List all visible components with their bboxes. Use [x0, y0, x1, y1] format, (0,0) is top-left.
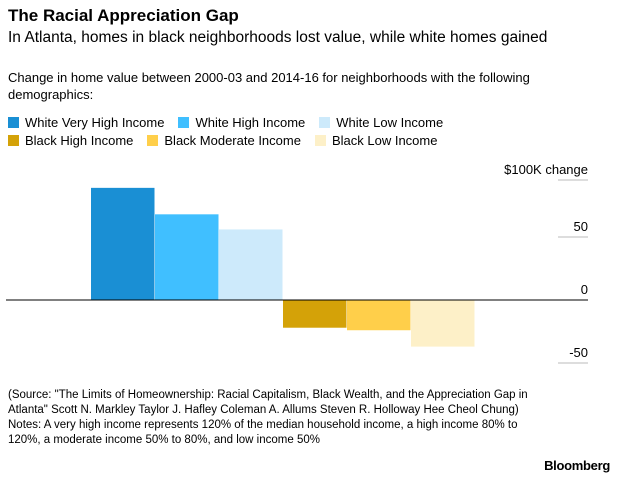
legend-item: Black High Income	[8, 133, 133, 148]
bar	[91, 187, 155, 300]
bloomberg-logo: Bloomberg	[544, 458, 610, 473]
bar	[283, 300, 347, 328]
chart-subtitle: In Atlanta, homes in black neighborhoods…	[8, 29, 548, 46]
legend-item: Black Moderate Income	[147, 133, 301, 148]
legend-label: White Very High Income	[25, 115, 165, 130]
legend-label: Black Low Income	[331, 133, 438, 148]
bar	[219, 229, 283, 300]
legend-label: White High Income	[195, 115, 306, 130]
bar-chart: 50 0 -50 $100K change	[6, 162, 588, 364]
chart-title: The Racial Appreciation Gap	[8, 6, 239, 25]
y-tick-label: 0	[581, 282, 588, 297]
legend-label: White Low Income	[336, 115, 444, 130]
chart-footer: (Source: "The Limits of Homeownership: R…	[8, 388, 528, 448]
legend-swatch	[319, 117, 331, 128]
legend-swatch	[147, 135, 159, 146]
y-unit-label: $100K change	[504, 162, 588, 177]
legend-item: White Very High Income	[8, 115, 164, 130]
legend-swatch	[314, 135, 326, 146]
legend-row-black: Black High Income Black Moderate Income …	[8, 133, 451, 148]
legend-swatch	[178, 117, 190, 128]
legend-label: Black Moderate Income	[164, 133, 301, 148]
source-note: (Source: "The Limits of Homeownership: R…	[8, 389, 528, 416]
legend-swatch	[8, 117, 19, 128]
legend-swatch	[8, 135, 19, 146]
bar	[155, 214, 219, 300]
bar	[411, 300, 475, 347]
legend-item: Black Low Income	[314, 133, 438, 148]
y-tick-label: 50	[574, 219, 588, 234]
legend-label: Black High Income	[25, 133, 134, 148]
y-tick-label: -50	[569, 345, 588, 360]
bar	[347, 300, 411, 331]
legend-row-white: White Very High Income White High Income…	[8, 115, 457, 130]
chart-description: Change in home value between 2000-03 and…	[8, 70, 530, 102]
legend-item: White Low Income	[319, 115, 443, 130]
notes: Notes: A very high income represents 120…	[8, 419, 518, 446]
legend-item: White High Income	[178, 115, 305, 130]
